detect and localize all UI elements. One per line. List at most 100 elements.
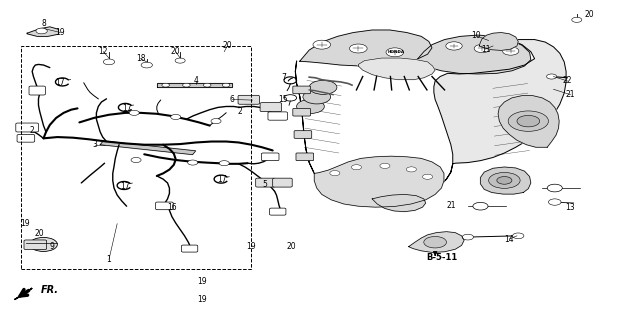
Text: 20: 20 [35,229,45,238]
Text: 19: 19 [20,219,30,228]
Circle shape [548,199,561,205]
Circle shape [103,59,115,65]
Circle shape [424,236,447,248]
Circle shape [171,115,180,120]
Text: 16: 16 [167,203,177,212]
Text: 3: 3 [93,140,98,149]
Text: FR.: FR. [40,285,58,295]
Text: 18: 18 [136,54,145,63]
Circle shape [473,202,488,210]
FancyBboxPatch shape [29,86,45,95]
Circle shape [531,116,556,128]
Text: 2: 2 [30,126,35,135]
Text: 10: 10 [471,31,481,40]
Text: 22: 22 [563,76,572,85]
Text: 19: 19 [247,242,256,251]
Circle shape [446,42,462,50]
FancyBboxPatch shape [156,202,173,210]
Text: 20: 20 [286,242,297,251]
Text: 15: 15 [278,95,288,104]
Circle shape [502,47,519,55]
Polygon shape [480,167,531,194]
Circle shape [297,100,324,114]
FancyBboxPatch shape [273,178,292,187]
Polygon shape [300,30,432,66]
Text: 2: 2 [238,107,242,116]
Circle shape [350,44,367,53]
Text: 20: 20 [223,41,232,51]
FancyBboxPatch shape [261,153,279,161]
Text: 20: 20 [584,10,594,19]
FancyBboxPatch shape [268,112,288,120]
FancyBboxPatch shape [17,134,35,142]
Text: 19: 19 [198,295,207,304]
Circle shape [497,177,512,184]
Polygon shape [314,156,444,207]
Text: 4: 4 [194,76,198,85]
Text: 17: 17 [218,175,227,184]
Circle shape [351,165,362,170]
Text: 12: 12 [98,47,108,56]
Circle shape [526,107,551,119]
Circle shape [517,116,540,127]
Circle shape [508,111,548,131]
Text: 14: 14 [505,235,514,244]
Circle shape [219,161,229,166]
Text: 7: 7 [281,73,286,82]
Circle shape [547,184,562,192]
Text: 13: 13 [565,203,575,212]
Text: 6: 6 [230,95,235,104]
Text: 8: 8 [41,19,46,28]
Circle shape [313,40,331,49]
Circle shape [512,233,524,239]
Circle shape [129,110,139,116]
Text: 17: 17 [121,182,130,191]
Text: 9: 9 [50,242,55,251]
Circle shape [303,90,331,104]
Text: 19: 19 [56,28,66,37]
Circle shape [572,17,582,22]
Circle shape [175,58,185,63]
Circle shape [386,48,404,57]
Polygon shape [15,288,32,300]
Polygon shape [358,58,435,80]
Text: HONDA: HONDA [387,50,404,54]
Polygon shape [416,35,531,74]
Polygon shape [157,83,232,87]
Circle shape [380,163,390,168]
FancyBboxPatch shape [293,86,310,94]
Circle shape [423,174,433,179]
Circle shape [521,98,546,110]
FancyBboxPatch shape [16,123,38,132]
Circle shape [474,44,490,52]
Circle shape [284,95,297,101]
Polygon shape [409,232,464,252]
Circle shape [488,172,520,188]
Circle shape [203,83,211,87]
Polygon shape [100,141,196,155]
FancyBboxPatch shape [294,131,312,138]
FancyBboxPatch shape [293,108,310,116]
Text: 20: 20 [171,47,180,56]
Circle shape [187,160,198,165]
Circle shape [141,62,153,68]
Circle shape [211,119,221,124]
Circle shape [330,171,340,176]
Circle shape [406,167,416,172]
Polygon shape [27,27,59,36]
Polygon shape [372,195,426,212]
FancyBboxPatch shape [296,153,314,161]
FancyBboxPatch shape [256,178,275,187]
FancyBboxPatch shape [269,208,286,215]
Text: B-5-11: B-5-11 [426,253,457,262]
Circle shape [546,74,557,79]
Text: 17: 17 [56,78,66,87]
FancyBboxPatch shape [260,103,281,112]
Circle shape [309,80,337,94]
Text: 1: 1 [107,255,111,264]
FancyBboxPatch shape [238,95,259,104]
Circle shape [30,237,57,252]
Text: 21: 21 [566,90,575,99]
Polygon shape [479,33,518,50]
Text: 21: 21 [446,201,456,210]
